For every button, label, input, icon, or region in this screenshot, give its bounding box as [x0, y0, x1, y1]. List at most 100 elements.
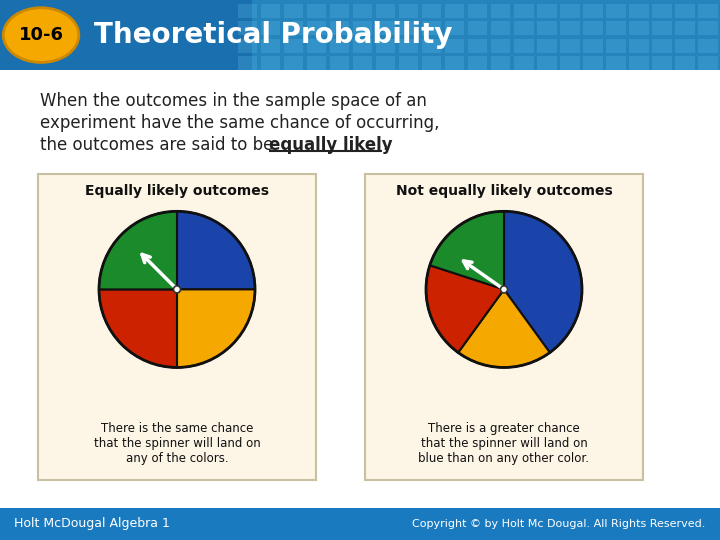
- FancyBboxPatch shape: [445, 56, 464, 70]
- FancyBboxPatch shape: [0, 0, 720, 70]
- FancyBboxPatch shape: [675, 56, 695, 70]
- FancyBboxPatch shape: [629, 39, 649, 52]
- FancyBboxPatch shape: [261, 56, 280, 70]
- FancyBboxPatch shape: [652, 3, 672, 17]
- FancyBboxPatch shape: [606, 39, 626, 52]
- FancyBboxPatch shape: [583, 39, 603, 52]
- FancyBboxPatch shape: [629, 21, 649, 35]
- FancyBboxPatch shape: [422, 56, 441, 70]
- FancyBboxPatch shape: [629, 56, 649, 70]
- FancyBboxPatch shape: [537, 21, 557, 35]
- FancyBboxPatch shape: [675, 21, 695, 35]
- FancyBboxPatch shape: [307, 3, 326, 17]
- Wedge shape: [430, 211, 504, 289]
- Wedge shape: [177, 289, 255, 368]
- FancyBboxPatch shape: [675, 3, 695, 17]
- FancyBboxPatch shape: [399, 21, 418, 35]
- FancyBboxPatch shape: [365, 174, 643, 480]
- FancyBboxPatch shape: [468, 21, 487, 35]
- Text: Theoretical Probability: Theoretical Probability: [94, 21, 452, 49]
- FancyBboxPatch shape: [491, 56, 510, 70]
- FancyBboxPatch shape: [307, 56, 326, 70]
- FancyBboxPatch shape: [583, 56, 603, 70]
- FancyBboxPatch shape: [491, 21, 510, 35]
- FancyBboxPatch shape: [560, 3, 580, 17]
- FancyBboxPatch shape: [261, 21, 280, 35]
- FancyBboxPatch shape: [284, 56, 303, 70]
- FancyBboxPatch shape: [261, 3, 280, 17]
- FancyBboxPatch shape: [376, 21, 395, 35]
- FancyBboxPatch shape: [422, 3, 441, 17]
- Wedge shape: [99, 289, 177, 368]
- Text: .: .: [382, 136, 387, 154]
- FancyBboxPatch shape: [652, 21, 672, 35]
- FancyBboxPatch shape: [376, 39, 395, 52]
- Text: that the spinner will land on: that the spinner will land on: [420, 436, 588, 449]
- FancyBboxPatch shape: [537, 56, 557, 70]
- FancyBboxPatch shape: [537, 3, 557, 17]
- FancyBboxPatch shape: [514, 3, 534, 17]
- FancyBboxPatch shape: [606, 3, 626, 17]
- Text: When the outcomes in the sample space of an: When the outcomes in the sample space of…: [40, 92, 427, 110]
- Text: Not equally likely outcomes: Not equally likely outcomes: [395, 184, 613, 198]
- FancyBboxPatch shape: [445, 39, 464, 52]
- FancyBboxPatch shape: [537, 39, 557, 52]
- FancyBboxPatch shape: [284, 21, 303, 35]
- FancyBboxPatch shape: [583, 3, 603, 17]
- FancyBboxPatch shape: [468, 3, 487, 17]
- FancyBboxPatch shape: [399, 56, 418, 70]
- FancyBboxPatch shape: [307, 39, 326, 52]
- FancyBboxPatch shape: [629, 3, 649, 17]
- FancyBboxPatch shape: [238, 56, 257, 70]
- FancyBboxPatch shape: [422, 21, 441, 35]
- Wedge shape: [99, 211, 177, 289]
- FancyBboxPatch shape: [376, 3, 395, 17]
- FancyBboxPatch shape: [698, 3, 718, 17]
- FancyBboxPatch shape: [491, 39, 510, 52]
- Circle shape: [174, 286, 181, 293]
- Text: There is the same chance: There is the same chance: [101, 422, 253, 435]
- Ellipse shape: [4, 8, 79, 63]
- FancyBboxPatch shape: [606, 21, 626, 35]
- FancyBboxPatch shape: [330, 21, 349, 35]
- FancyBboxPatch shape: [284, 39, 303, 52]
- FancyBboxPatch shape: [445, 3, 464, 17]
- FancyBboxPatch shape: [560, 21, 580, 35]
- Text: the outcomes are said to be: the outcomes are said to be: [40, 136, 279, 154]
- FancyBboxPatch shape: [514, 39, 534, 52]
- FancyBboxPatch shape: [514, 21, 534, 35]
- Text: Copyright © by Holt Mc Dougal. All Rights Reserved.: Copyright © by Holt Mc Dougal. All Right…: [413, 519, 706, 529]
- FancyBboxPatch shape: [491, 3, 510, 17]
- FancyBboxPatch shape: [330, 3, 349, 17]
- FancyBboxPatch shape: [445, 21, 464, 35]
- FancyBboxPatch shape: [38, 174, 316, 480]
- FancyBboxPatch shape: [675, 39, 695, 52]
- FancyBboxPatch shape: [560, 39, 580, 52]
- FancyBboxPatch shape: [353, 39, 372, 52]
- FancyBboxPatch shape: [514, 56, 534, 70]
- FancyBboxPatch shape: [583, 21, 603, 35]
- FancyBboxPatch shape: [353, 3, 372, 17]
- FancyBboxPatch shape: [353, 56, 372, 70]
- FancyBboxPatch shape: [376, 56, 395, 70]
- Text: Holt McDougal Algebra 1: Holt McDougal Algebra 1: [14, 517, 170, 530]
- FancyBboxPatch shape: [330, 39, 349, 52]
- Text: blue than on any other color.: blue than on any other color.: [418, 451, 590, 464]
- FancyBboxPatch shape: [698, 39, 718, 52]
- FancyBboxPatch shape: [399, 3, 418, 17]
- Wedge shape: [177, 211, 255, 289]
- Wedge shape: [426, 265, 504, 353]
- FancyBboxPatch shape: [652, 56, 672, 70]
- Wedge shape: [504, 211, 582, 353]
- FancyBboxPatch shape: [698, 21, 718, 35]
- FancyBboxPatch shape: [238, 39, 257, 52]
- FancyBboxPatch shape: [399, 39, 418, 52]
- Text: experiment have the same chance of occurring,: experiment have the same chance of occur…: [40, 114, 439, 132]
- FancyBboxPatch shape: [468, 39, 487, 52]
- FancyBboxPatch shape: [307, 21, 326, 35]
- Text: that the spinner will land on: that the spinner will land on: [94, 436, 261, 449]
- FancyBboxPatch shape: [468, 56, 487, 70]
- FancyBboxPatch shape: [353, 21, 372, 35]
- FancyBboxPatch shape: [0, 508, 720, 540]
- Text: equally likely: equally likely: [269, 136, 392, 154]
